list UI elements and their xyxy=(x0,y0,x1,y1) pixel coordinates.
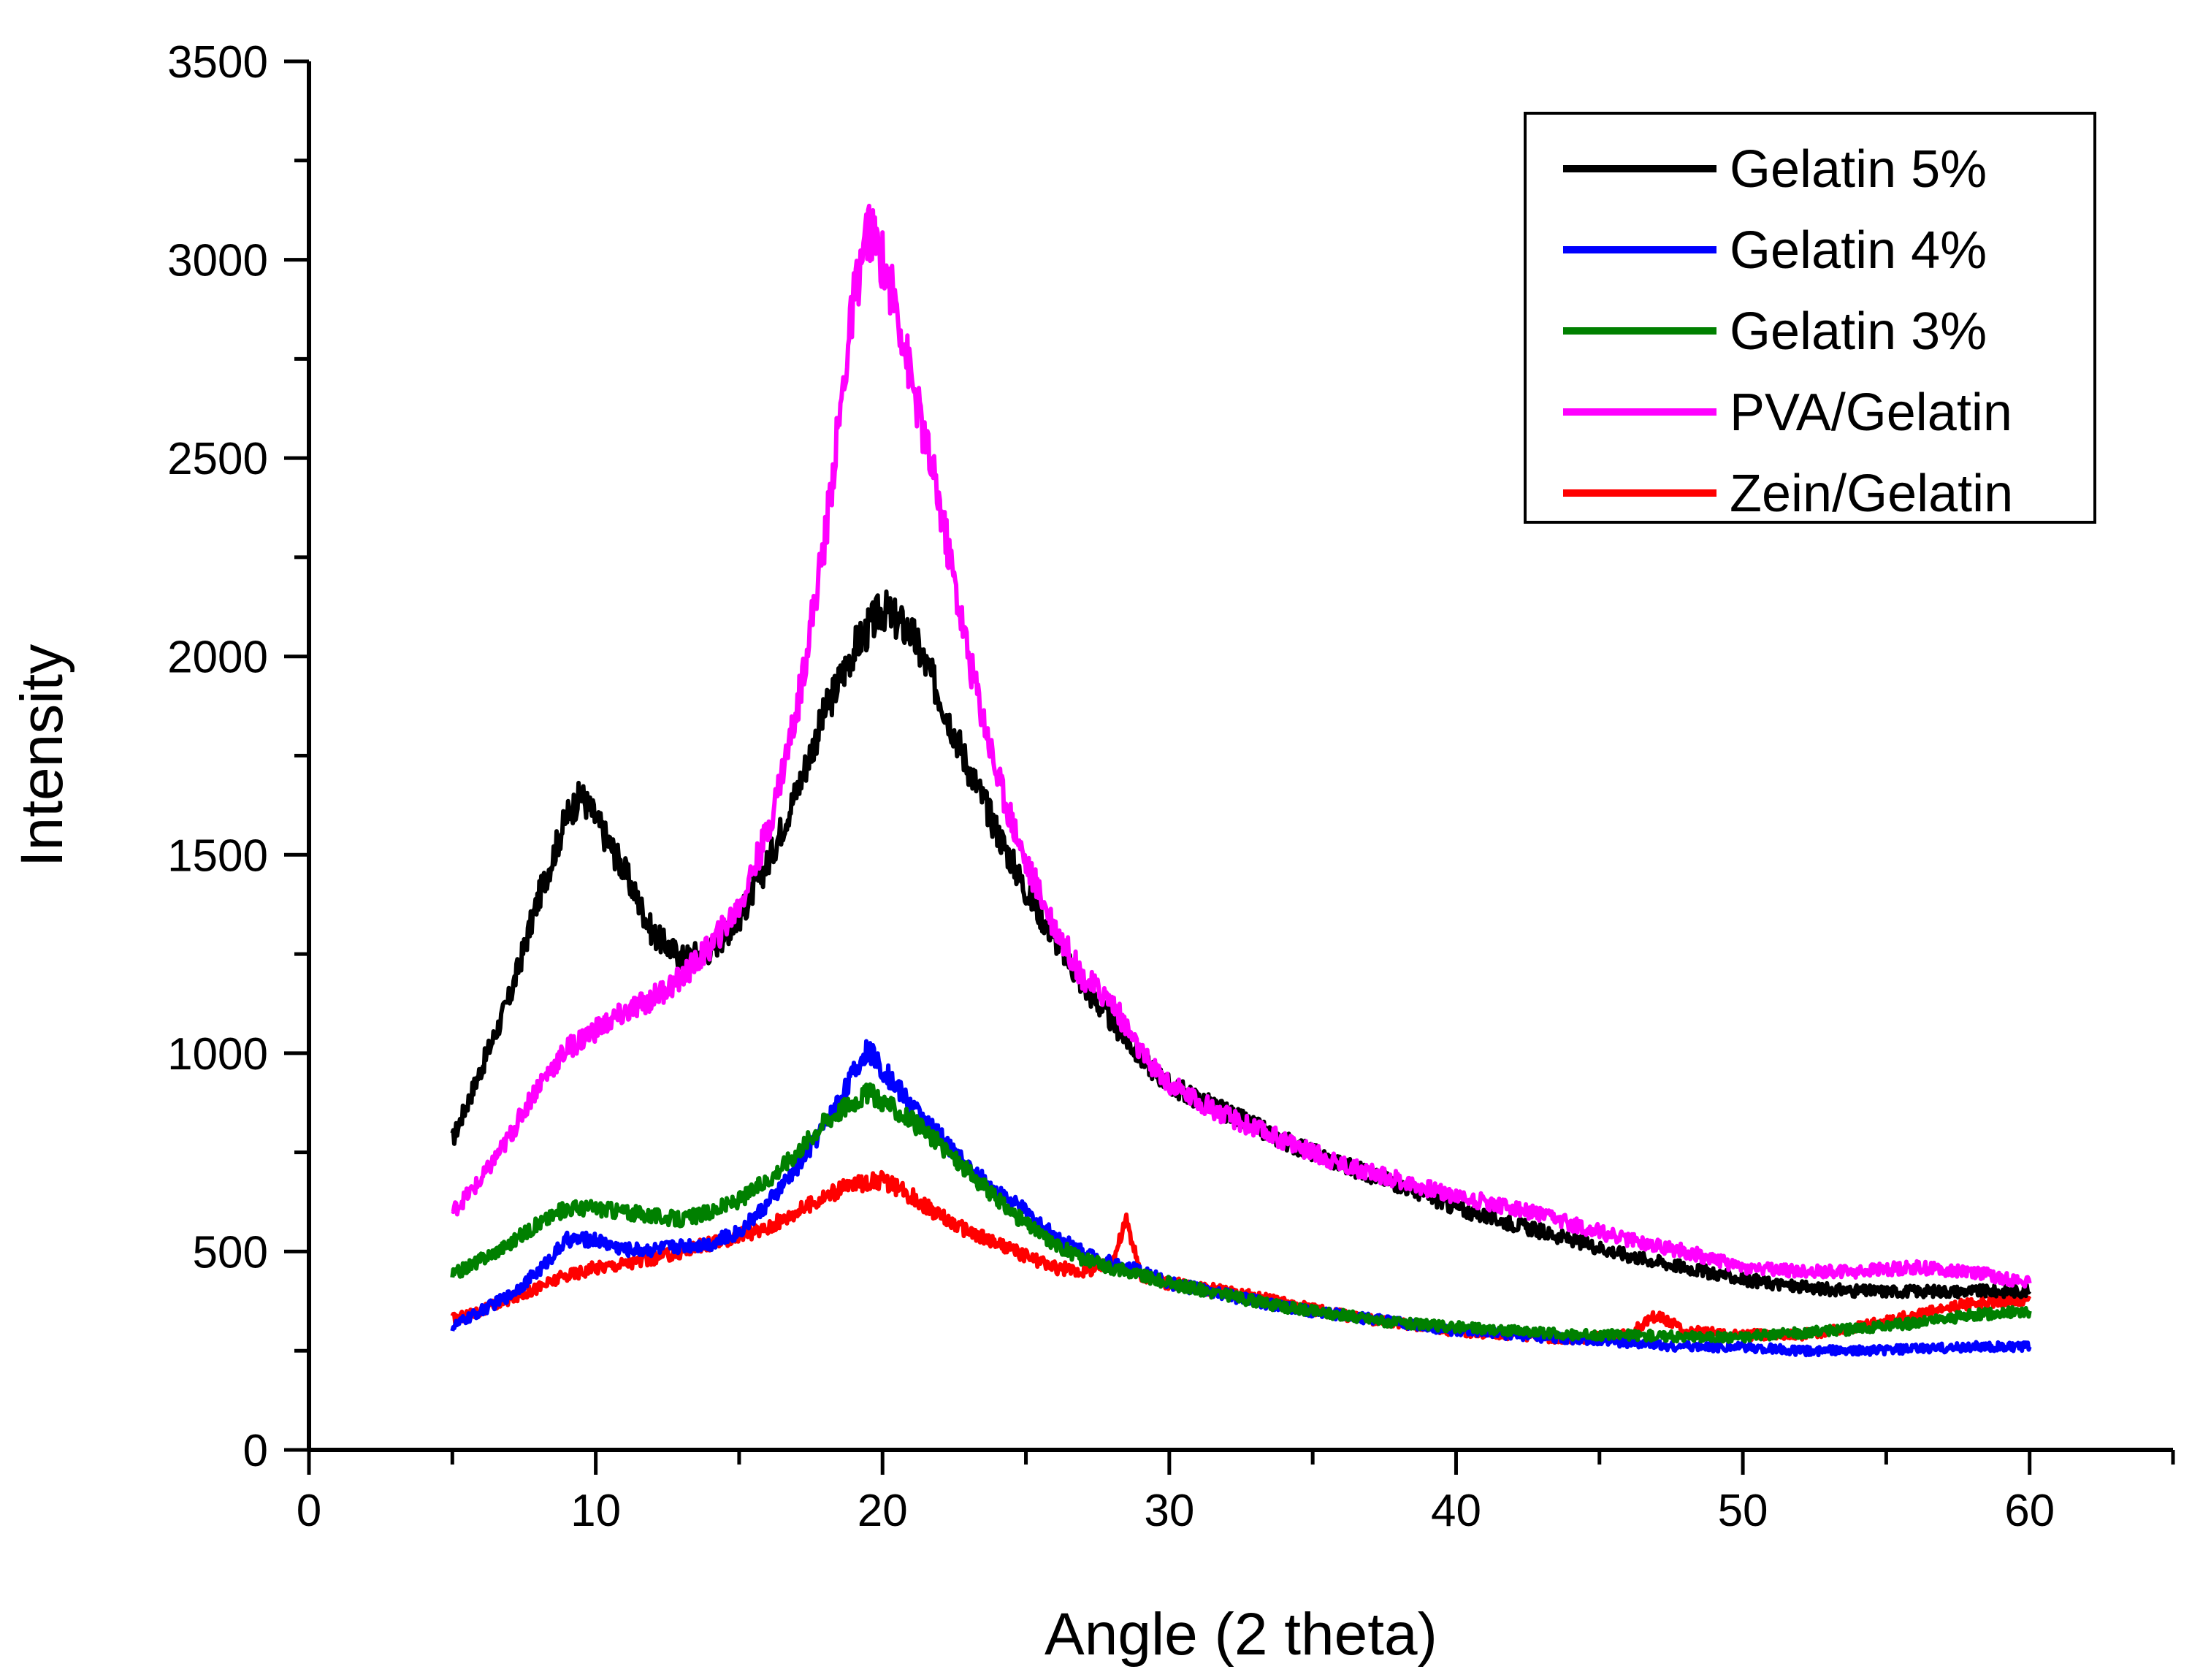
series-line-pva-gelatin xyxy=(451,203,2032,1289)
legend: Gelatin 5% Gelatin 4% Gelatin 3% PVA/Gelati… xyxy=(1524,112,2096,524)
legend-box xyxy=(1524,112,2096,524)
y-ticks: 0 500 1000 1500 2000 2500 3000 3500 xyxy=(167,37,309,1476)
y-tick-label: 500 xyxy=(193,1227,268,1278)
y-axis-title: Intensity xyxy=(9,644,75,867)
x-tick-label: 50 xyxy=(1718,1486,1768,1536)
x-tick-label: 10 xyxy=(570,1486,621,1536)
series-layer xyxy=(450,203,2032,1358)
legend-label: PVA/Gelatin xyxy=(1730,383,2012,442)
y-tick-label: 1000 xyxy=(167,1029,268,1080)
x-ticks: 0 10 20 30 40 50 60 xyxy=(297,1450,2175,1536)
x-tick-label: 20 xyxy=(858,1486,908,1536)
legend-label: Zein/Gelatin xyxy=(1730,465,2013,523)
y-tick-label: 1500 xyxy=(167,831,268,881)
x-axis-title: Angle (2 theta) xyxy=(1045,1601,1437,1668)
legend-label: Gelatin 5% xyxy=(1730,140,1987,199)
series-line-gelatin-3- xyxy=(450,1082,2032,1344)
y-tick-label: 0 xyxy=(243,1426,268,1476)
x-tick-label: 30 xyxy=(1144,1486,1194,1536)
legend-label: Gelatin 4% xyxy=(1730,221,1987,280)
y-tick-label: 2000 xyxy=(167,633,268,683)
legend-label: Gelatin 3% xyxy=(1730,302,1987,361)
x-tick-label: 60 xyxy=(2004,1486,2055,1536)
axes: 0 10 20 30 40 50 60 0 500 1000 1500 2000 2500 3000 35… xyxy=(167,37,2175,1536)
x-tick-label: 40 xyxy=(1431,1486,1481,1536)
y-tick-label: 3500 xyxy=(167,37,268,88)
y-tick-label: 3000 xyxy=(167,236,268,286)
x-tick-label: 0 xyxy=(297,1486,321,1536)
legend-items: Gelatin 5% Gelatin 4% Gelatin 3% PVA/Gelati… xyxy=(1563,140,2013,523)
y-tick-label: 2500 xyxy=(167,434,268,484)
